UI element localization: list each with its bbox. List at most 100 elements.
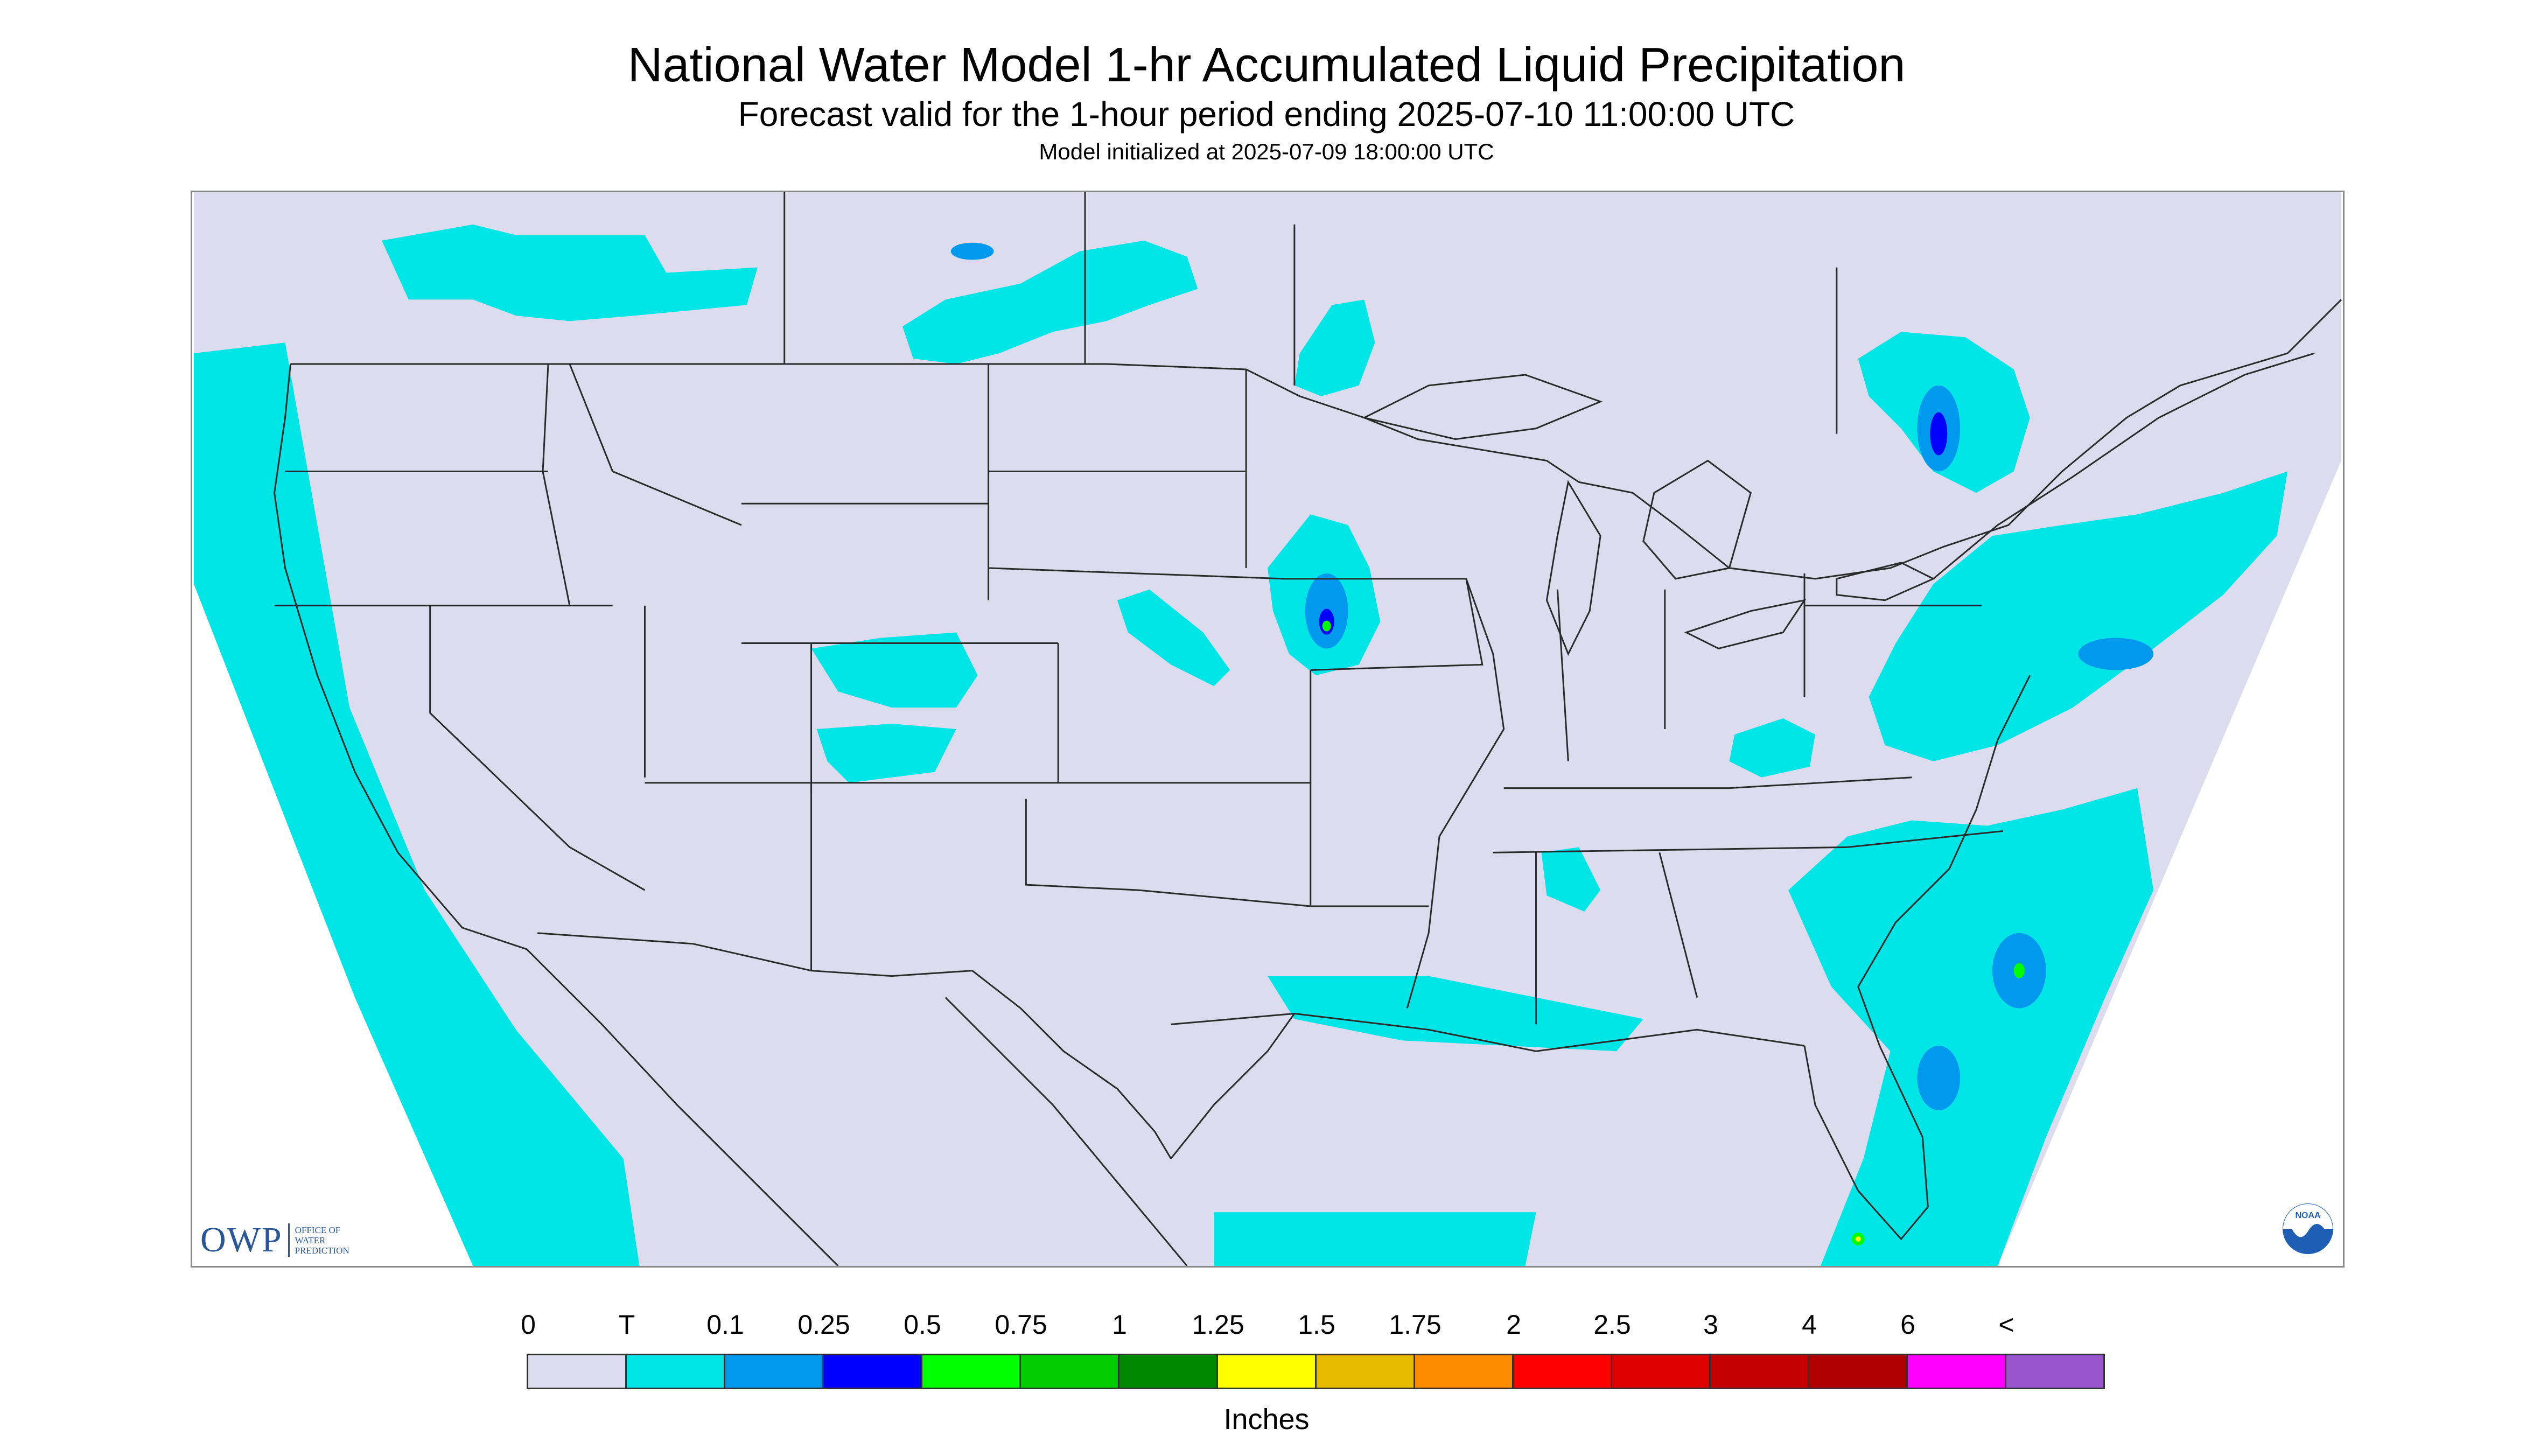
boundary-lines <box>274 192 2342 1266</box>
state-line-ia <box>1283 578 1484 671</box>
noaa-seal-text: NOAA <box>2295 1211 2321 1220</box>
legend-swatch <box>1415 1355 1514 1388</box>
state-line-sd-ne <box>988 567 1284 580</box>
model-domain <box>194 192 2341 1266</box>
precip-core-atlantic-green <box>2013 963 2025 978</box>
precip-core-canada-central <box>950 242 994 260</box>
precipitation-heavy-cores <box>1855 1236 1861 1242</box>
precip-area-colorado <box>816 724 956 783</box>
owp-text-line: WATER <box>295 1235 326 1245</box>
legend-swatch <box>2006 1355 2103 1388</box>
legend-label: 0.1 <box>706 1310 744 1340</box>
owp-text-line: OFFICE OF <box>295 1224 341 1235</box>
legend-swatch <box>1711 1355 1809 1388</box>
legend-swatch <box>1021 1355 1119 1388</box>
precip-core-northeast <box>2078 638 2154 670</box>
legend-color-bar <box>527 1354 2105 1389</box>
model-init-line: Model initialized at 2025-07-09 18:00:00… <box>1039 139 1494 164</box>
owp-logo-divider <box>288 1223 290 1257</box>
legend-swatch <box>1514 1355 1612 1388</box>
precip-area-wyoming <box>811 632 978 708</box>
legend-swatch <box>824 1355 922 1388</box>
legend-label: 0.75 <box>995 1310 1047 1340</box>
precip-area-alabama <box>1541 847 1601 912</box>
state-line-il-in <box>1556 589 1569 761</box>
precip-area-gulf-south <box>1214 1212 1536 1266</box>
legend-swatch <box>922 1355 1021 1388</box>
legend-label: 6 <box>1900 1310 1915 1340</box>
legend-label: 1.25 <box>1192 1310 1244 1340</box>
noaa-seal-icon: NOAA <box>2281 1202 2335 1258</box>
legend-swatch <box>528 1355 627 1388</box>
legend-label: 0.25 <box>797 1310 850 1340</box>
legend-labels: 0 T 0.1 0.25 0.5 0.75 1 1.25 1.5 1.75 2 2.5 3 4 6 < <box>521 1308 2014 1341</box>
owp-logo-letters: OWP <box>200 1220 283 1259</box>
precip-area-gulf-coast <box>1268 976 1643 1052</box>
us-canada-border <box>290 299 2342 580</box>
precip-area-west-coast <box>194 342 640 1266</box>
owp-logo: OWP OFFICE OF WATER PREDICTION <box>200 1220 349 1259</box>
legend-label: 2 <box>1506 1310 1521 1340</box>
state-line-gulf-coast <box>1171 1012 1805 1052</box>
state-line-tn-south <box>1493 846 1848 853</box>
st-lawrence-river <box>1933 352 2315 579</box>
legend-label: 0 <box>521 1310 536 1340</box>
us-mexico-border <box>537 932 1172 1159</box>
state-line-idaho-west <box>542 363 571 606</box>
legend-swatch <box>1119 1355 1218 1388</box>
florida-peninsula <box>1803 675 2031 1241</box>
precip-area-canada-central <box>902 240 1198 365</box>
precip-core-quebec-heavy <box>1930 412 1948 456</box>
precip-core-atlantic-2 <box>1917 1046 1961 1110</box>
legend-label: < <box>1998 1310 2014 1340</box>
precip-area-northeast <box>1869 471 2288 761</box>
great-lake-michigan <box>1545 480 1601 656</box>
legend-label: 2.5 <box>1593 1310 1631 1340</box>
legend-swatch <box>627 1355 725 1388</box>
map-canvas <box>194 192 2342 1266</box>
legend-swatch <box>1809 1355 1908 1388</box>
state-line-ky-tn <box>1503 776 1912 789</box>
legend-label: 3 <box>1703 1310 1718 1340</box>
owp-text-line: PREDICTION <box>295 1245 349 1256</box>
precip-area-kentucky-virginia <box>1729 718 1815 778</box>
precip-area-nebraska <box>1117 589 1230 687</box>
state-line-ca-nv <box>429 605 646 891</box>
map-title: National Water Model 1-hr Accumulated Li… <box>627 38 1906 92</box>
great-lake-huron <box>1642 459 1752 580</box>
legend-label: 1.75 <box>1389 1310 1442 1340</box>
state-line-tx-ok <box>1025 799 1311 907</box>
precip-area-minnesota-north <box>1294 299 1375 396</box>
legend-label: 1.5 <box>1298 1310 1335 1340</box>
legend-swatch <box>725 1355 824 1388</box>
state-line-ks-east <box>1057 643 1311 784</box>
legend-swatch <box>1317 1355 1415 1388</box>
state-line-al-ga <box>1659 852 1698 998</box>
precip-core-south-atlantic-yellow <box>1855 1236 1861 1242</box>
legend-label: T <box>618 1310 635 1340</box>
great-lake-erie <box>1684 599 1807 650</box>
state-line-va-nc <box>1847 830 2004 848</box>
owp-logo-text: OFFICE OF WATER PREDICTION <box>295 1225 349 1256</box>
map-subtitle: Forecast valid for the 1-hour period end… <box>738 95 1795 134</box>
texas-coast <box>1170 1013 1296 1159</box>
state-line-mississippi-river <box>1406 578 1505 1009</box>
great-lake-ontario <box>1836 562 1935 601</box>
mexico-coast <box>526 948 839 1266</box>
legend-label: 4 <box>1802 1310 1817 1340</box>
great-lake-superior <box>1362 374 1603 440</box>
mexico-interior-line <box>944 997 1188 1266</box>
pacific-coast <box>274 363 527 950</box>
legend-label: 1 <box>1112 1310 1127 1340</box>
precipitation-fields <box>194 224 2288 1266</box>
precip-core-iowa-green <box>1322 620 1331 632</box>
legend-swatch <box>1218 1355 1317 1388</box>
precip-area-canada-west <box>381 224 758 321</box>
precip-area-atlantic <box>1788 788 2154 1266</box>
precipitation-map <box>191 191 2345 1268</box>
precipitation-heavier-cores <box>1322 620 2025 1246</box>
legend-label: 0.5 <box>904 1310 941 1340</box>
state-line-id-mt <box>569 363 742 526</box>
legend-swatch <box>1612 1355 1711 1388</box>
legend-swatch <box>1908 1355 2006 1388</box>
